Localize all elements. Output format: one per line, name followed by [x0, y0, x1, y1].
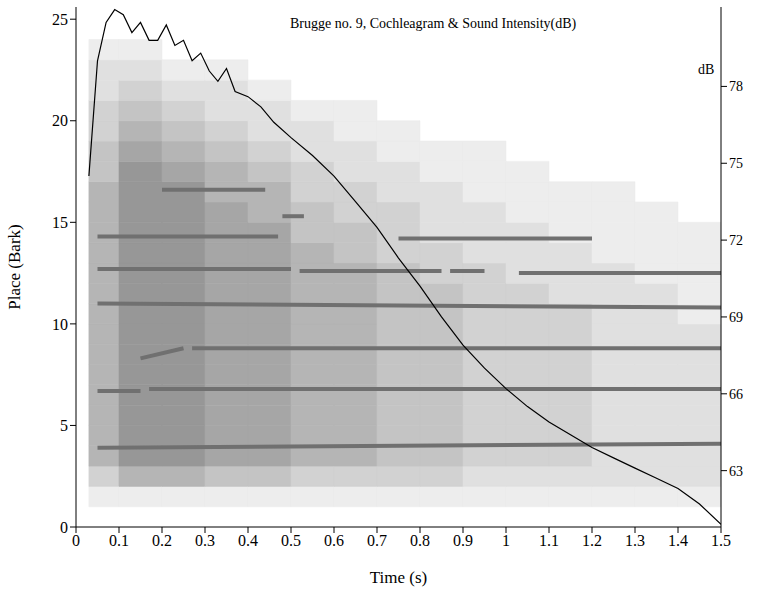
- svg-text:0: 0: [60, 519, 68, 536]
- svg-text:1.1: 1.1: [539, 532, 559, 549]
- svg-text:0.7: 0.7: [367, 532, 387, 549]
- svg-text:0.8: 0.8: [410, 532, 430, 549]
- svg-text:Time (s): Time (s): [370, 568, 427, 587]
- html-text:Brugge no. 9, Cochleagram & So: Brugge no. 9, Cochleagram & Sound Intens…: [290, 16, 577, 31]
- svg-text:0.2: 0.2: [152, 532, 172, 549]
- svg-text:1: 1: [502, 532, 510, 549]
- svg-text:1.4: 1.4: [668, 532, 688, 549]
- svg-text:0.4: 0.4: [238, 532, 258, 549]
- svg-text:1.3: 1.3: [625, 532, 645, 549]
- svg-text:1.2: 1.2: [582, 532, 602, 549]
- svg-text:15: 15: [52, 214, 68, 231]
- svg-text:5: 5: [60, 417, 68, 434]
- svg-text:1.5: 1.5: [711, 532, 731, 549]
- svg-text:Place (Bark): Place (Bark): [5, 224, 24, 309]
- svg-text:0.1: 0.1: [109, 532, 129, 549]
- svg-text:20: 20: [52, 112, 68, 129]
- svg-text:0: 0: [72, 532, 80, 549]
- svg-text:69: 69: [729, 310, 743, 325]
- svg-text:10: 10: [52, 316, 68, 333]
- svg-text:0.9: 0.9: [453, 532, 473, 549]
- svg-text:0.5: 0.5: [281, 532, 301, 549]
- svg-text:66: 66: [729, 387, 743, 402]
- svg-text:25: 25: [52, 11, 68, 28]
- svg-text:78: 78: [729, 79, 743, 94]
- html-text:dB: dB: [698, 62, 715, 77]
- svg-text:0.6: 0.6: [324, 532, 344, 549]
- svg-text:72: 72: [729, 233, 743, 248]
- svg-text:63: 63: [729, 464, 743, 479]
- svg-text:0.3: 0.3: [195, 532, 215, 549]
- svg-text:75: 75: [729, 156, 743, 171]
